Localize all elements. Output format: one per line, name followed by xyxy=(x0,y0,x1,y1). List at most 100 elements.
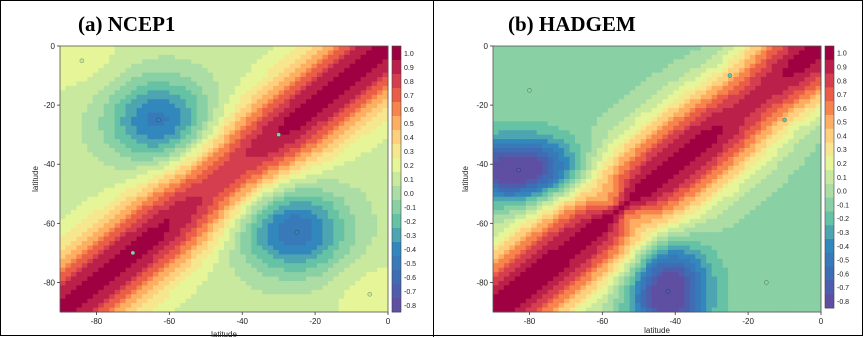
field-cell xyxy=(531,294,538,300)
field-cell xyxy=(114,258,121,264)
field-cell xyxy=(525,276,532,282)
field-cell xyxy=(224,205,230,211)
field-cell xyxy=(371,46,378,51)
field-cell xyxy=(503,272,510,278)
field-cell xyxy=(251,143,258,149)
field-cell xyxy=(536,90,543,96)
field-cell xyxy=(131,174,138,180)
field-cell xyxy=(185,94,192,100)
field-cell xyxy=(169,196,176,202)
field-cell xyxy=(125,99,132,105)
field-cell xyxy=(120,156,127,162)
field-cell xyxy=(322,223,329,229)
field-cell xyxy=(278,130,285,136)
field-cell xyxy=(525,116,532,122)
field-cell xyxy=(531,245,538,251)
field-cell xyxy=(322,103,329,109)
field-cell xyxy=(300,303,307,309)
field-cell xyxy=(536,112,543,118)
field-cell xyxy=(520,103,527,109)
field-cell xyxy=(185,285,192,291)
field-cell xyxy=(114,59,121,65)
field-cell xyxy=(213,152,220,158)
field-cell xyxy=(585,276,592,282)
field-cell xyxy=(344,285,351,291)
field-cell xyxy=(355,258,362,264)
field-cell xyxy=(158,232,165,238)
field-cell xyxy=(382,254,389,260)
field-cell xyxy=(147,99,154,105)
field-cell xyxy=(131,134,138,140)
field-cell xyxy=(284,303,291,309)
field-cell xyxy=(191,125,198,131)
field-cell xyxy=(103,232,110,238)
field-cell xyxy=(163,134,170,140)
field-cell xyxy=(98,258,105,264)
field-cell xyxy=(591,223,598,229)
field-cell xyxy=(229,280,236,286)
field-cell xyxy=(558,54,565,60)
field-cell xyxy=(92,103,99,109)
field-cell xyxy=(509,156,516,162)
field-cell xyxy=(174,232,181,238)
field-cell xyxy=(503,232,510,238)
field-cell xyxy=(366,245,373,251)
field-cell xyxy=(316,183,323,189)
field-cell xyxy=(493,139,499,145)
field-cell xyxy=(196,170,203,176)
field-cell xyxy=(185,59,192,65)
field-cell xyxy=(185,72,192,78)
field-cell xyxy=(245,54,252,60)
field-cell xyxy=(503,143,510,149)
field-cell xyxy=(514,116,521,122)
field-cell xyxy=(564,245,571,251)
field-cell xyxy=(284,179,291,184)
field-cell xyxy=(316,214,323,220)
field-cell xyxy=(306,280,312,286)
field-cell xyxy=(147,81,154,87)
field-cell xyxy=(98,152,105,158)
field-cell xyxy=(185,99,192,105)
field-cell xyxy=(169,298,176,304)
field-cell xyxy=(316,108,323,113)
field-cell xyxy=(76,81,83,87)
field-cell xyxy=(92,179,99,184)
field-cell xyxy=(344,241,351,246)
field-cell xyxy=(382,303,389,309)
field-cell xyxy=(355,249,362,255)
field-cell xyxy=(163,241,170,246)
field-cell xyxy=(163,192,170,198)
field-cell xyxy=(564,108,571,113)
field-cell xyxy=(136,108,143,113)
field-cell xyxy=(267,59,274,65)
field-cell xyxy=(109,227,116,233)
field-cell xyxy=(349,103,356,109)
field-cell xyxy=(558,152,565,158)
field-cell xyxy=(382,227,389,233)
field-cell xyxy=(564,307,571,313)
field-cell xyxy=(300,72,307,78)
field-cell xyxy=(273,192,280,198)
field-cell xyxy=(98,81,105,87)
field-cell xyxy=(158,134,165,140)
field-cell xyxy=(81,94,88,100)
field-cell xyxy=(169,125,176,131)
field-cell xyxy=(218,121,225,127)
field-cell xyxy=(180,81,187,87)
field-cell xyxy=(493,196,499,202)
field-cell xyxy=(120,307,127,313)
field-cell xyxy=(596,77,603,82)
field-cell xyxy=(229,267,236,273)
field-cell xyxy=(234,72,241,78)
field-cell xyxy=(514,99,521,105)
field-cell xyxy=(542,161,549,167)
field-cell xyxy=(163,280,170,286)
field-cell xyxy=(355,130,362,136)
field-cell xyxy=(295,201,302,207)
field-cell xyxy=(251,99,258,105)
field-cell xyxy=(158,174,165,180)
field-cell xyxy=(213,179,220,184)
field-cell xyxy=(322,134,329,140)
field-cell xyxy=(344,134,351,140)
field-cell xyxy=(213,130,220,136)
